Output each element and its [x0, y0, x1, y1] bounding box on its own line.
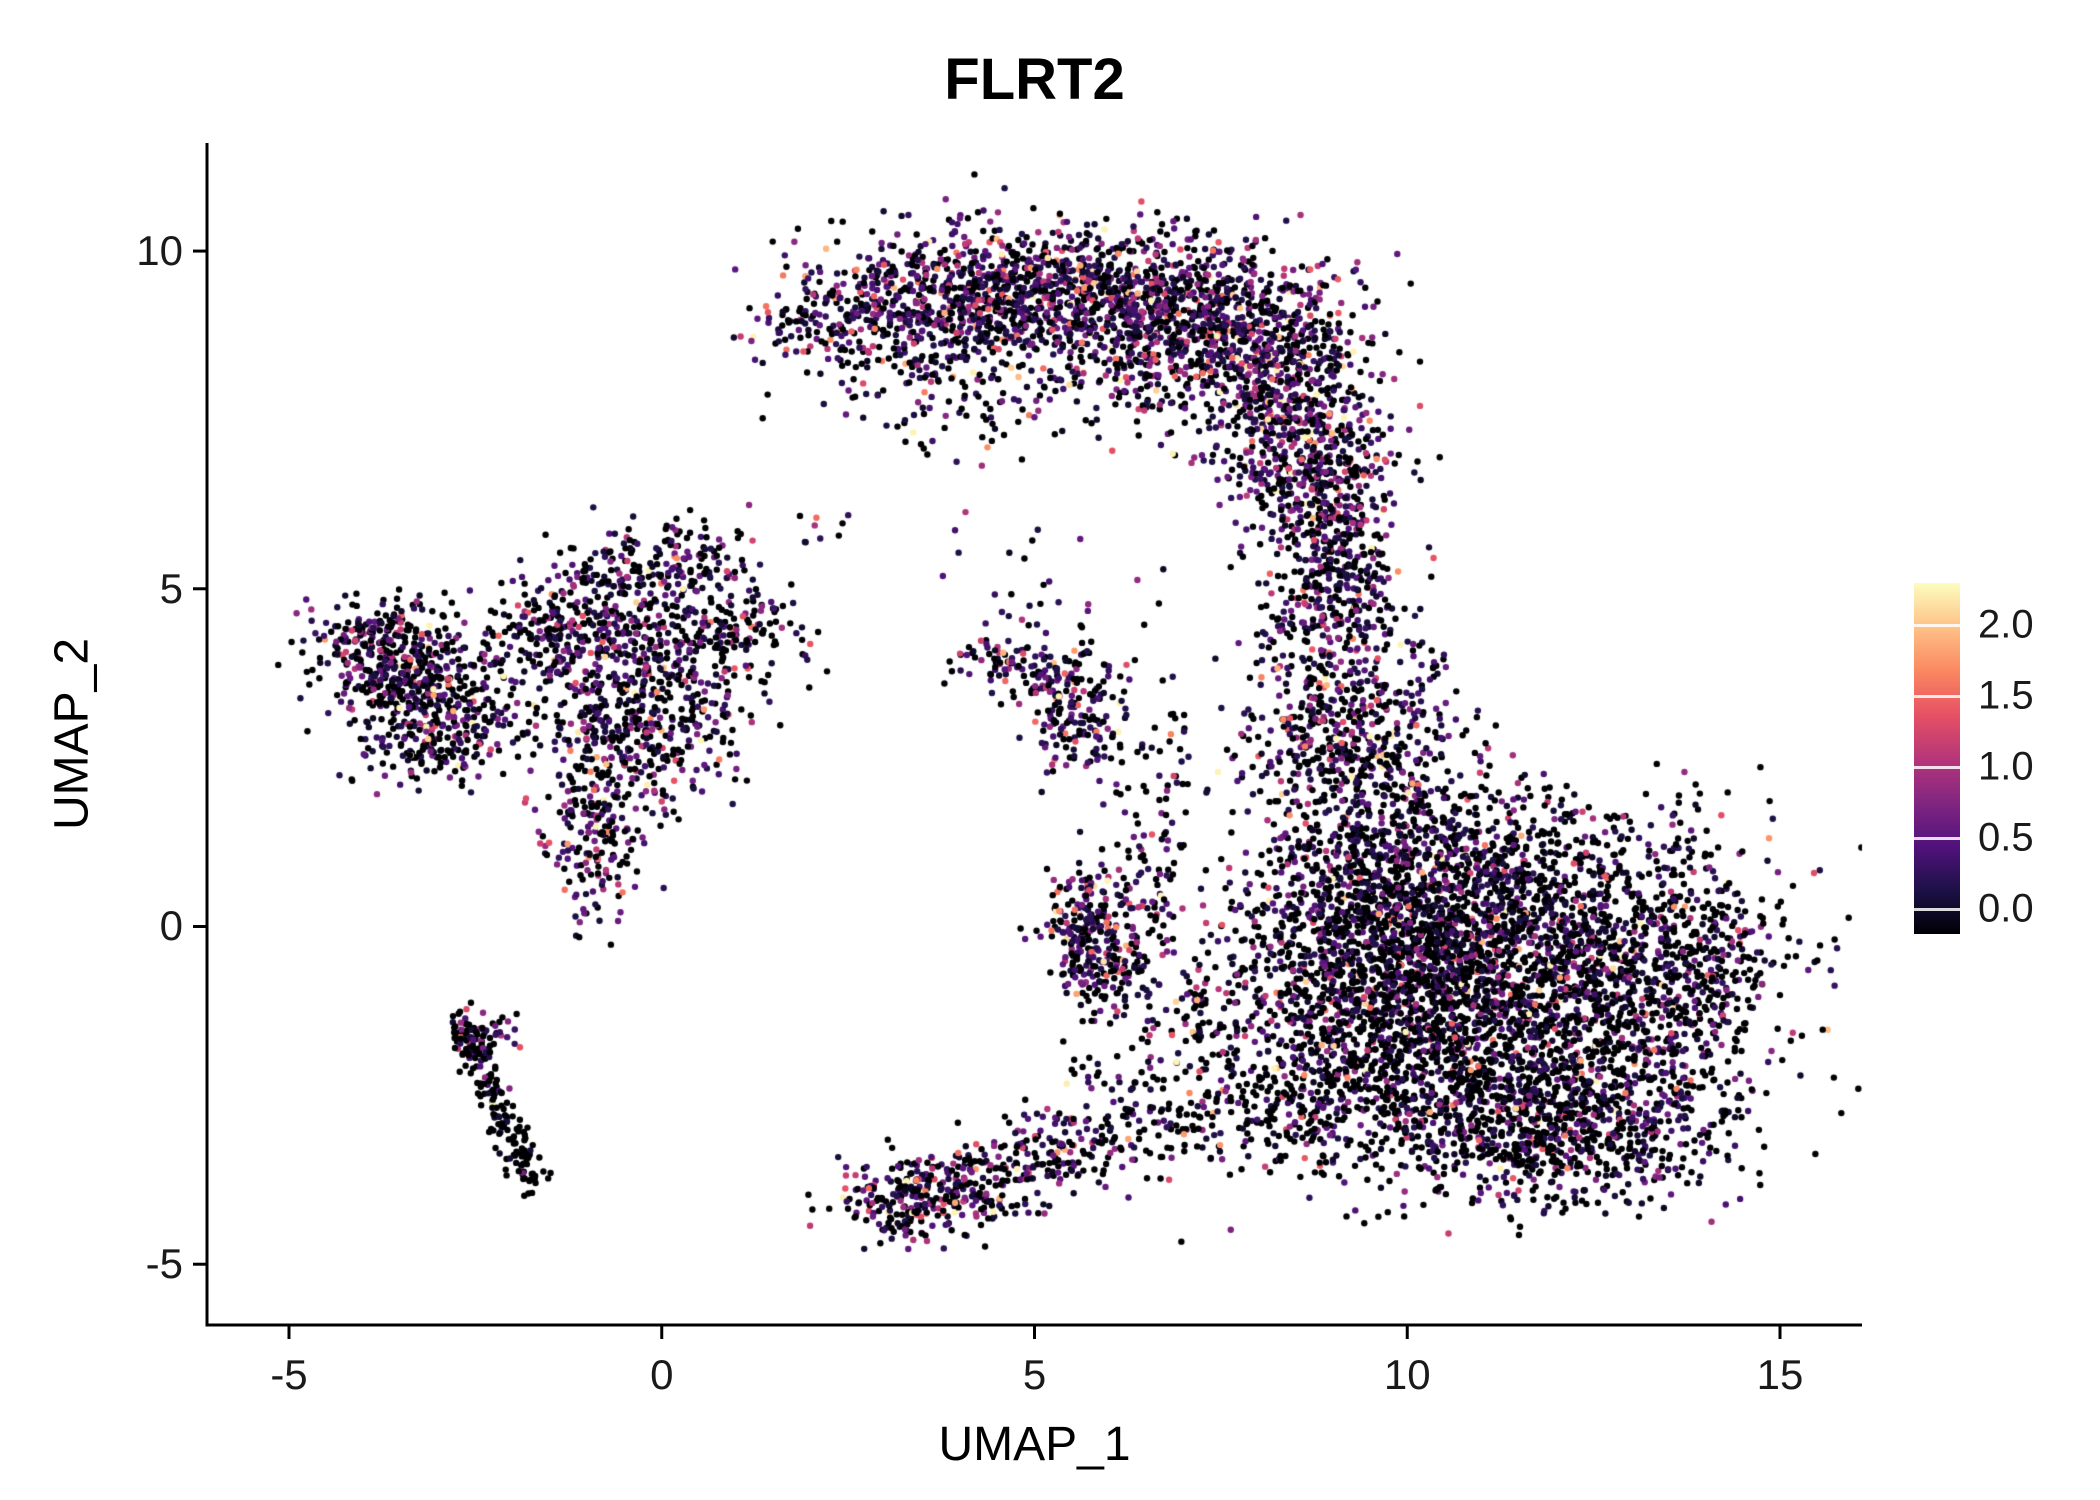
colorbar-tick-label: 1.0 [1978, 744, 2034, 789]
colorbar-tick [1914, 836, 1960, 840]
colorbar-tick-label: 0.5 [1978, 815, 2034, 860]
x-tick-label: 15 [1756, 1351, 1804, 1398]
colorbar-tick [1914, 907, 1960, 911]
y-tick-label: 10 [136, 227, 183, 275]
colorbar-legend [1914, 583, 1960, 934]
y-tick-label: 5 [159, 564, 183, 612]
x-tick-label: -5 [270, 1351, 308, 1398]
x-tick-label: 10 [1383, 1351, 1431, 1398]
x-axis-title: UMAP_1 [938, 1418, 1131, 1471]
colorbar-tick-label: 2.0 [1978, 602, 2034, 647]
x-tick-label: 0 [650, 1351, 674, 1398]
colorbar-tick-label: 1.5 [1978, 673, 2034, 718]
y-tick-label: 0 [159, 902, 183, 950]
y-tick-label: -5 [145, 1240, 183, 1288]
colorbar-tick [1914, 623, 1960, 627]
colorbar-tick-label: 0.0 [1978, 886, 2034, 931]
x-tick-label: 5 [1022, 1351, 1047, 1398]
y-axis-title: UMAP_2 [45, 637, 99, 831]
colorbar-tick [1914, 765, 1960, 769]
colorbar-tick [1914, 694, 1960, 698]
